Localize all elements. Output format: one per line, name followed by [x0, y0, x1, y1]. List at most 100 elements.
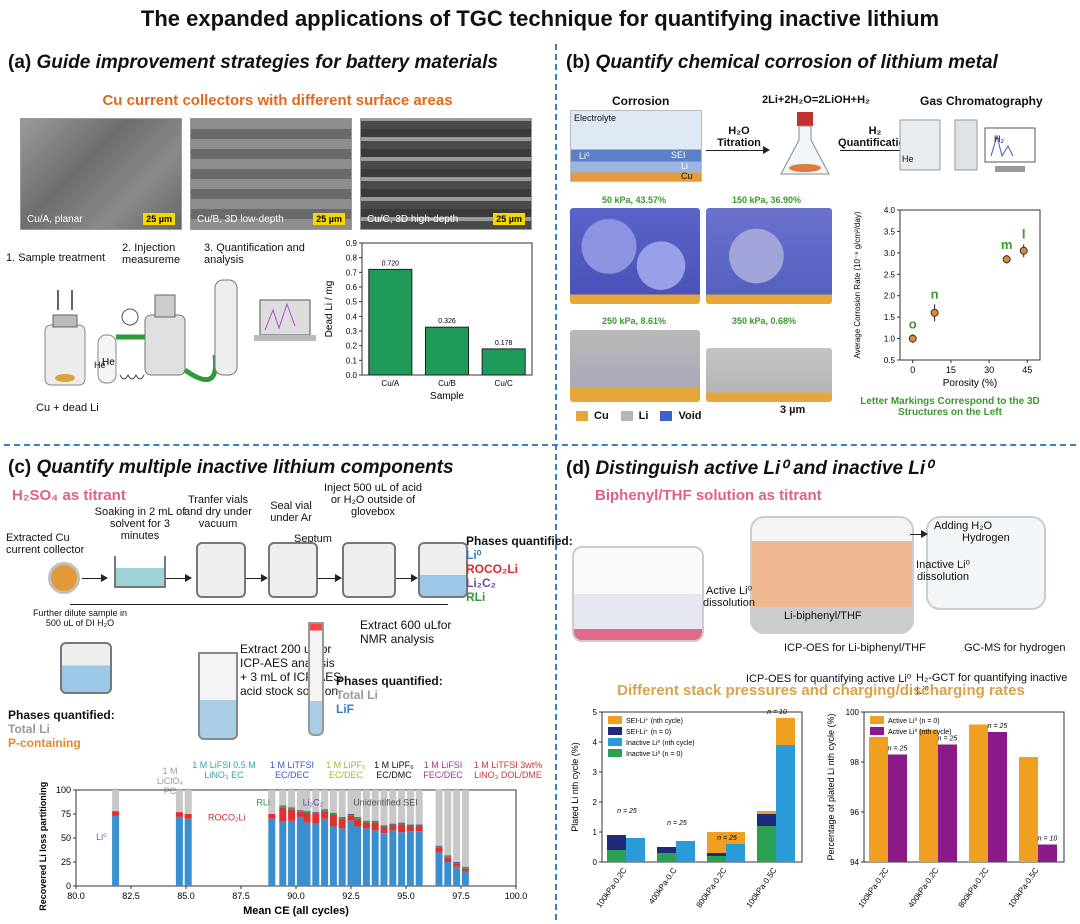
roco2li-bar — [362, 822, 370, 829]
x-axis-label: Sample — [430, 391, 464, 402]
horizontal-divider — [4, 444, 1076, 446]
y-axis-label: Recovered Li loss partitioning (%) — [38, 780, 48, 911]
stacked-bar-segment — [776, 718, 795, 745]
hydrogen-label: Hydrogen — [962, 532, 1010, 544]
flow-arrow — [166, 574, 192, 582]
roco2li-bar — [435, 847, 443, 853]
y-tick-label: 0.5 — [346, 298, 358, 307]
rli-bar — [461, 867, 469, 869]
nmr-tube-icon — [308, 622, 324, 736]
structure-label: 150 kPa, 36.90% — [732, 195, 802, 205]
rli-bar — [362, 821, 370, 823]
structure-label: 50 kPa, 43.57% — [602, 195, 667, 205]
sem-caption: Cu/B, 3D low-depth — [197, 214, 284, 225]
soaking-dish-icon — [114, 556, 166, 588]
icp-tube-icon — [198, 652, 238, 740]
y-tick-label: 2.5 — [884, 270, 896, 279]
dead-li-bar-chart: 0.0 0.1 0.2 0.3 0.4 0.5 0.6 0.7 0.8 0.9 0.720 Cu/A 0… — [324, 239, 533, 402]
legend-swatch-void — [660, 411, 673, 421]
he-cylinder-label: He — [902, 154, 914, 164]
sei-bar — [461, 790, 469, 867]
stacked-bar-segment — [707, 832, 726, 853]
y-tick-label: 25 — [61, 857, 71, 867]
bar — [368, 268, 413, 376]
y-tick-label: 50 — [61, 833, 71, 843]
li2c2-bar — [329, 813, 337, 814]
data-label: 0.720 — [382, 260, 400, 267]
structure-legend: Cu Li Void — [576, 410, 701, 422]
flow-arrow — [396, 574, 418, 582]
x-tick-label: 95.0 — [397, 891, 415, 901]
sei-bar — [296, 790, 304, 811]
sei-bar — [453, 790, 461, 862]
rli-bar — [321, 810, 329, 812]
step-soaking: Soaking in 2 mL of solvent for 3 minutes — [94, 506, 186, 542]
roco2li-bar — [184, 814, 192, 819]
roco2li-bar — [303, 813, 311, 823]
li2c2-bar — [444, 855, 452, 857]
apparatus-illustration: He — [44, 279, 316, 386]
y-tick-label: 96 — [850, 808, 859, 817]
y-tick-label: 0 — [593, 858, 598, 867]
rli-bar — [347, 814, 355, 816]
n-annotation: n = 25 — [938, 736, 958, 743]
plated-li-stacked-chart: 0 1 2 3 4 5 100kPa-0.2C n = 25 400kPa-0.C n = 25 8… — [570, 708, 803, 909]
li2c2-bar — [406, 824, 414, 826]
y-tick-label: 3.5 — [884, 227, 896, 236]
scale-bar: 25 µm — [493, 213, 525, 225]
li0-bar — [296, 816, 304, 886]
li0-bar — [329, 826, 337, 886]
corrosion-label: Corrosion — [612, 94, 670, 108]
rli-bar — [312, 813, 320, 814]
li2c2-bar — [303, 811, 311, 813]
inactive-li-dissolution-label: Inactive Li⁰ dissolution — [916, 559, 970, 583]
x-tick-label: 100kPa-0.5C — [1006, 866, 1040, 910]
roco2li-bar — [444, 857, 452, 862]
y-tick-label: 4 — [593, 738, 598, 747]
data-point — [1002, 255, 1011, 264]
scale-bar: 25 µm — [313, 213, 345, 225]
n-annotation: n = 10 — [1038, 836, 1058, 843]
y-tick-label: 98 — [850, 758, 859, 767]
roco2li-bar — [329, 814, 337, 827]
sei-bar — [279, 790, 287, 806]
panel-a-heading: (a) Guide improvement strategies for bat… — [8, 52, 498, 74]
y-tick-label: 0.5 — [884, 356, 896, 365]
h2o-titration-label: H₂O Titration — [717, 125, 761, 149]
plot-frame — [899, 209, 1041, 361]
phase-li2c2: Li₂C₂ — [466, 576, 496, 590]
sei-label: SEI — [671, 150, 686, 160]
phase-p-containing: P-containing — [8, 736, 81, 750]
x-tick-label: Cu/C — [495, 379, 513, 388]
li2c2-bar — [380, 825, 388, 827]
legend-label: Active Li⁰ (nth cycle) — [888, 728, 952, 736]
y-axis-label: Dead Li / mg — [324, 281, 335, 338]
phase-total-li: Total Li — [336, 688, 378, 702]
stacked-bar-segment — [626, 838, 645, 862]
extract-icp-label: Extract 200 uLfor ICP-AES analysis + 3 m… — [240, 642, 342, 698]
flow-arrow — [82, 574, 108, 582]
li0-label: Li⁰ — [579, 151, 590, 161]
y-tick-label: 0.3 — [346, 327, 358, 336]
y-tick-label: 2 — [593, 798, 598, 807]
x-tick-label: 30 — [984, 365, 994, 375]
plot-frame — [863, 711, 1065, 863]
svg-text:He: He — [102, 357, 115, 368]
x-tick-label: 87.5 — [232, 891, 250, 901]
sei-bar — [347, 790, 355, 814]
x-tick-label: 100.0 — [505, 891, 528, 901]
roco2li-bar — [453, 863, 461, 867]
li2c2-bar — [296, 810, 304, 812]
roco2li-bar — [380, 827, 388, 834]
phase-lif: LiF — [336, 702, 354, 716]
electrolyte-label: 1 M LiClO₄ PC — [156, 766, 184, 796]
annotation-li2c2: Li₂C₂ — [303, 797, 324, 807]
y-tick-label: 2.0 — [884, 292, 896, 301]
roco2li-bar — [398, 824, 406, 833]
x-tick-label: 92.5 — [342, 891, 360, 901]
stacked-bar-segment — [776, 745, 795, 862]
y-tick-label: 3.0 — [884, 249, 896, 258]
legend-swatch — [608, 749, 622, 757]
sem-image-cu-a: Cu/A, planar 25 µm — [20, 118, 182, 230]
rli-bar — [371, 821, 379, 823]
